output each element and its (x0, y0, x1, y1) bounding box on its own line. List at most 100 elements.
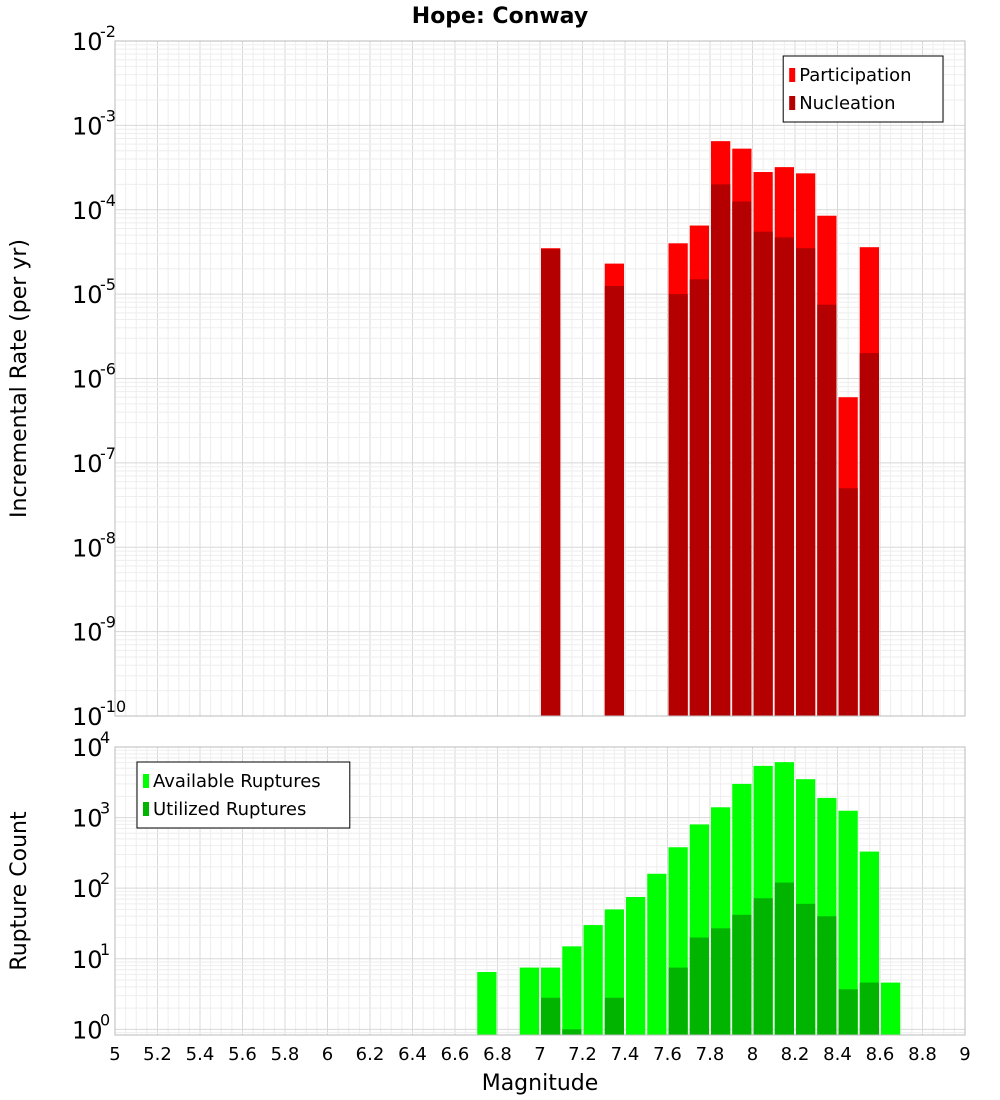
x-tick-label: 5 (109, 1044, 120, 1065)
y-tick-label: 102 (72, 869, 110, 903)
nucleation-bar (732, 201, 752, 716)
count-plot-frame (114, 746, 966, 1036)
y-tick-base: 10 (72, 197, 103, 225)
y-tick-base: 10 (72, 1016, 103, 1044)
y-tick-label: 10-9 (72, 613, 116, 647)
legend-swatch-nucleation (789, 96, 796, 110)
x-tick-label: 6.4 (398, 1044, 427, 1065)
x-tick-label: 7 (534, 1044, 545, 1065)
utilized-ruptures-bar (668, 967, 688, 1035)
nucleation-bar (838, 488, 858, 716)
y-tick-exponent: -6 (100, 360, 116, 379)
available-ruptures-bar (583, 925, 603, 1035)
x-tick-label: 7.2 (568, 1044, 597, 1065)
y-tick-base: 10 (72, 534, 103, 562)
count-y-axis-label: Rupture Count (7, 811, 32, 971)
y-tick-label: 100 (72, 1010, 110, 1044)
available-ruptures-bar (562, 946, 582, 1035)
utilized-ruptures-bar (817, 916, 837, 1035)
y-tick-exponent: -8 (100, 528, 116, 547)
y-tick-base: 10 (72, 703, 103, 731)
nucleation-bar (817, 304, 837, 716)
utilized-ruptures-bar (838, 989, 858, 1035)
nucleation-bar (753, 231, 773, 716)
utilized-ruptures-bar (711, 928, 731, 1035)
x-axis-ticks: 5 5.2 5.4 5.6 5.8 6 6.2 6.4 6.6 6.8 7 7.2 7.4 7.6 7.8 8… (109, 1044, 970, 1065)
x-tick-label: 6.8 (483, 1044, 512, 1065)
legend-box (782, 55, 944, 123)
y-tick-label: 10-2 (72, 22, 116, 56)
utilized-ruptures-bar (689, 937, 709, 1035)
y-tick-exponent: -2 (100, 22, 116, 41)
y-tick-exponent: 0 (100, 1010, 110, 1029)
y-tick-label: 10-7 (72, 444, 116, 478)
y-tick-exponent: 1 (100, 940, 110, 959)
x-axis-label: Magnitude (482, 1071, 599, 1096)
legend-label-participation: Participation (799, 65, 911, 86)
x-tick-label: 6 (322, 1044, 333, 1065)
x-tick-label: 7.4 (611, 1044, 640, 1065)
utilized-ruptures-bar (732, 914, 752, 1035)
legend-box (136, 761, 351, 829)
available-ruptures-bar (477, 971, 497, 1035)
nucleation-bar (859, 353, 879, 716)
y-tick-base: 10 (72, 112, 103, 140)
y-tick-base: 10 (72, 281, 103, 309)
nucleation-bar (668, 294, 688, 716)
y-tick-label: 10-8 (72, 528, 116, 562)
y-tick-base: 10 (72, 875, 103, 903)
y-tick-exponent: -7 (100, 444, 116, 463)
legend-label-utilized-ruptures: Utilized Ruptures (153, 799, 306, 820)
rate-bars (541, 141, 879, 717)
available-ruptures-bar (519, 967, 539, 1035)
x-tick-label: 8 (747, 1044, 758, 1065)
x-tick-label: 6.2 (356, 1044, 385, 1065)
rate-y-axis-label: Incremental Rate (per yr) (7, 239, 32, 518)
available-ruptures-bar (647, 873, 667, 1035)
legend-swatch-utilized-ruptures (143, 802, 149, 816)
rate-legend: Participation Nucleation (782, 55, 944, 123)
available-ruptures-bar (881, 982, 901, 1035)
x-tick-label: 8.4 (823, 1044, 852, 1065)
y-tick-label: 10-10 (72, 697, 126, 731)
y-tick-exponent: 4 (100, 728, 110, 747)
nucleation-bar (774, 237, 794, 716)
available-ruptures-bar (838, 810, 858, 1035)
x-tick-label: 5.6 (228, 1044, 257, 1065)
y-tick-exponent: 2 (100, 869, 110, 888)
y-tick-base: 10 (72, 28, 103, 56)
y-tick-label: 10-6 (72, 360, 116, 394)
x-tick-label: 7.6 (653, 1044, 682, 1065)
utilized-ruptures-bar (541, 997, 561, 1035)
x-tick-label: 5.4 (186, 1044, 215, 1065)
y-tick-base: 10 (72, 366, 103, 394)
y-tick-exponent: -5 (100, 275, 116, 294)
legend-swatch-available-ruptures (143, 774, 149, 788)
nucleation-bar (796, 248, 816, 717)
nucleation-bar (541, 249, 561, 716)
y-tick-exponent: 3 (100, 799, 110, 818)
y-tick-base: 10 (72, 946, 103, 974)
y-tick-label: 10-5 (72, 275, 116, 309)
y-tick-base: 10 (72, 619, 103, 647)
nucleation-bar (711, 184, 731, 717)
utilized-ruptures-bar (604, 997, 624, 1035)
y-tick-label: 101 (72, 940, 110, 974)
x-tick-label: 8.6 (866, 1044, 895, 1065)
y-tick-label: 103 (72, 799, 110, 833)
rate-plot-frame (114, 40, 966, 717)
y-tick-exponent: -3 (100, 106, 116, 125)
y-tick-base: 10 (72, 450, 103, 478)
y-tick-label: 10-3 (72, 106, 116, 140)
y-tick-base: 10 (72, 805, 103, 833)
count-bars (477, 762, 901, 1035)
available-ruptures-bar (626, 896, 646, 1035)
rate-gridlines (115, 41, 965, 716)
y-tick-exponent: -10 (100, 697, 126, 716)
x-tick-label: 5.2 (143, 1044, 172, 1065)
